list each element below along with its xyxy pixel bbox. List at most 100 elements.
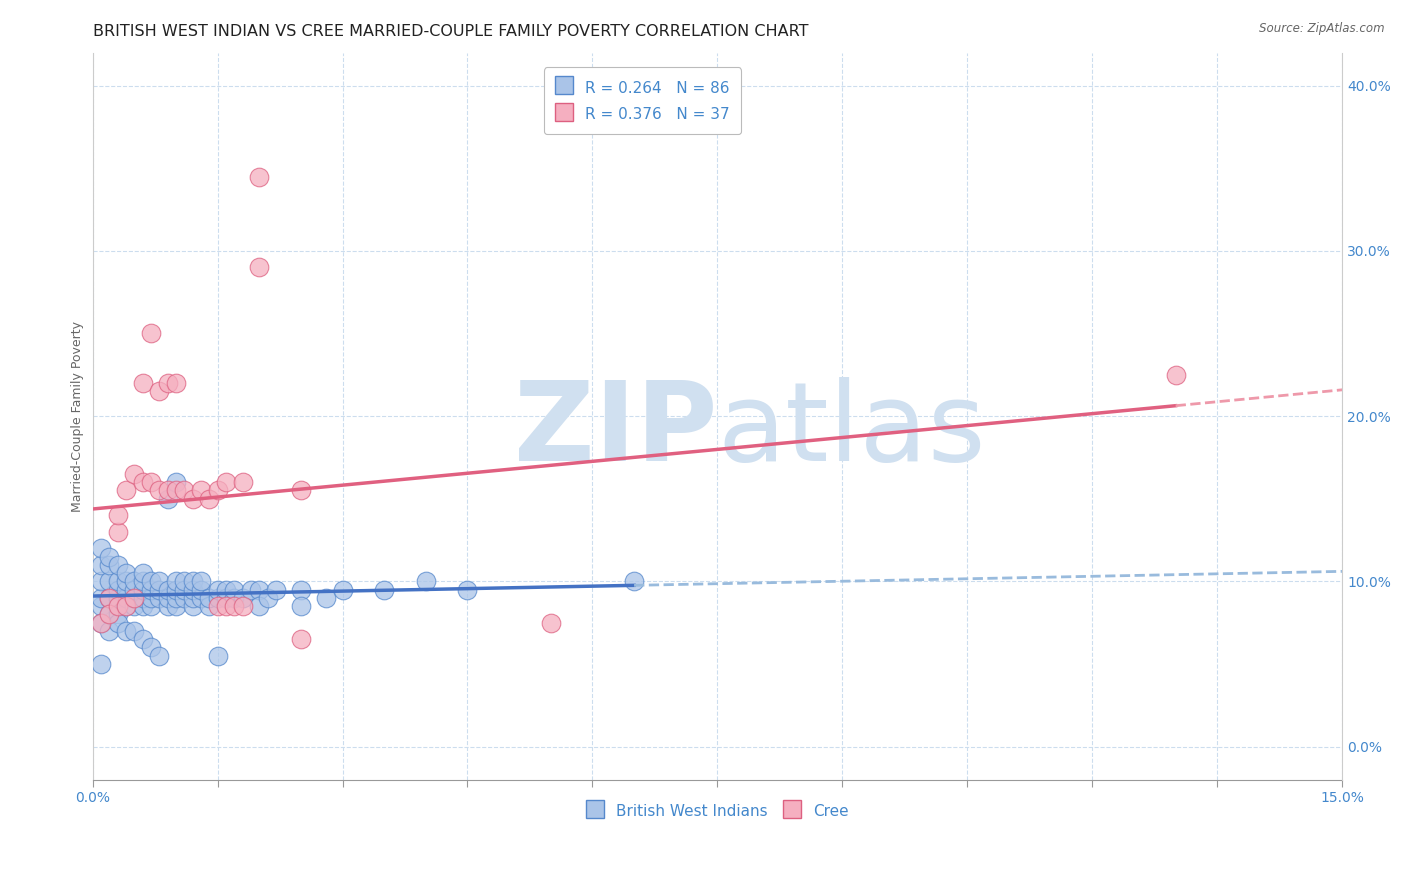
Point xyxy=(98,624,121,638)
Point xyxy=(1164,368,1187,382)
Point xyxy=(139,582,162,597)
Point xyxy=(198,491,221,506)
Point xyxy=(131,376,153,390)
Point xyxy=(540,615,562,630)
Point xyxy=(173,483,195,498)
Point xyxy=(156,491,179,506)
Legend: British West Indians, Cree: British West Indians, Cree xyxy=(579,796,855,827)
Point xyxy=(207,591,229,605)
Point xyxy=(122,591,145,605)
Point xyxy=(148,483,170,498)
Point xyxy=(623,574,645,589)
Point xyxy=(98,607,121,622)
Point xyxy=(232,599,254,613)
Point xyxy=(90,591,112,605)
Point xyxy=(165,582,187,597)
Point xyxy=(148,574,170,589)
Point xyxy=(90,599,112,613)
Point xyxy=(139,326,162,341)
Text: Source: ZipAtlas.com: Source: ZipAtlas.com xyxy=(1260,22,1385,36)
Point xyxy=(173,582,195,597)
Point xyxy=(98,574,121,589)
Text: atlas: atlas xyxy=(717,377,986,484)
Point xyxy=(247,582,270,597)
Point xyxy=(122,591,145,605)
Point xyxy=(98,607,121,622)
Point xyxy=(115,591,138,605)
Point xyxy=(207,599,229,613)
Point xyxy=(232,475,254,490)
Point xyxy=(90,657,112,671)
Point xyxy=(290,632,312,647)
Point xyxy=(139,640,162,655)
Point xyxy=(139,574,162,589)
Point xyxy=(315,591,337,605)
Point xyxy=(181,582,204,597)
Point xyxy=(148,648,170,663)
Point xyxy=(198,599,221,613)
Point xyxy=(165,599,187,613)
Point xyxy=(107,599,129,613)
Point xyxy=(115,599,138,613)
Point xyxy=(98,558,121,572)
Point xyxy=(190,483,212,498)
Point xyxy=(107,591,129,605)
Point xyxy=(131,574,153,589)
Point xyxy=(181,599,204,613)
Point xyxy=(115,574,138,589)
Point xyxy=(290,483,312,498)
Point xyxy=(181,491,204,506)
Point xyxy=(107,524,129,539)
Point xyxy=(373,582,395,597)
Point xyxy=(290,599,312,613)
Point xyxy=(90,558,112,572)
Point xyxy=(122,582,145,597)
Point xyxy=(215,582,238,597)
Point xyxy=(139,475,162,490)
Point xyxy=(107,582,129,597)
Point xyxy=(207,648,229,663)
Point xyxy=(115,599,138,613)
Point xyxy=(165,591,187,605)
Point xyxy=(122,574,145,589)
Point xyxy=(122,467,145,481)
Point xyxy=(215,599,238,613)
Point xyxy=(131,591,153,605)
Point xyxy=(107,607,129,622)
Point xyxy=(181,574,204,589)
Point xyxy=(139,591,162,605)
Point xyxy=(173,574,195,589)
Point xyxy=(156,582,179,597)
Point xyxy=(232,591,254,605)
Point xyxy=(415,574,437,589)
Point xyxy=(98,591,121,605)
Point xyxy=(181,591,204,605)
Point xyxy=(190,582,212,597)
Point xyxy=(165,574,187,589)
Point xyxy=(139,599,162,613)
Point xyxy=(98,549,121,564)
Point xyxy=(115,566,138,580)
Point xyxy=(156,599,179,613)
Point xyxy=(131,632,153,647)
Point xyxy=(264,582,287,597)
Point xyxy=(115,624,138,638)
Point xyxy=(215,475,238,490)
Point xyxy=(131,582,153,597)
Point xyxy=(247,260,270,275)
Point xyxy=(207,582,229,597)
Point xyxy=(107,615,129,630)
Point xyxy=(290,582,312,597)
Point xyxy=(131,475,153,490)
Point xyxy=(156,483,179,498)
Point xyxy=(247,599,270,613)
Point xyxy=(122,624,145,638)
Point xyxy=(165,475,187,490)
Point xyxy=(456,582,478,597)
Point xyxy=(131,566,153,580)
Point xyxy=(131,599,153,613)
Point xyxy=(198,591,221,605)
Point xyxy=(90,615,112,630)
Point xyxy=(156,376,179,390)
Point xyxy=(215,591,238,605)
